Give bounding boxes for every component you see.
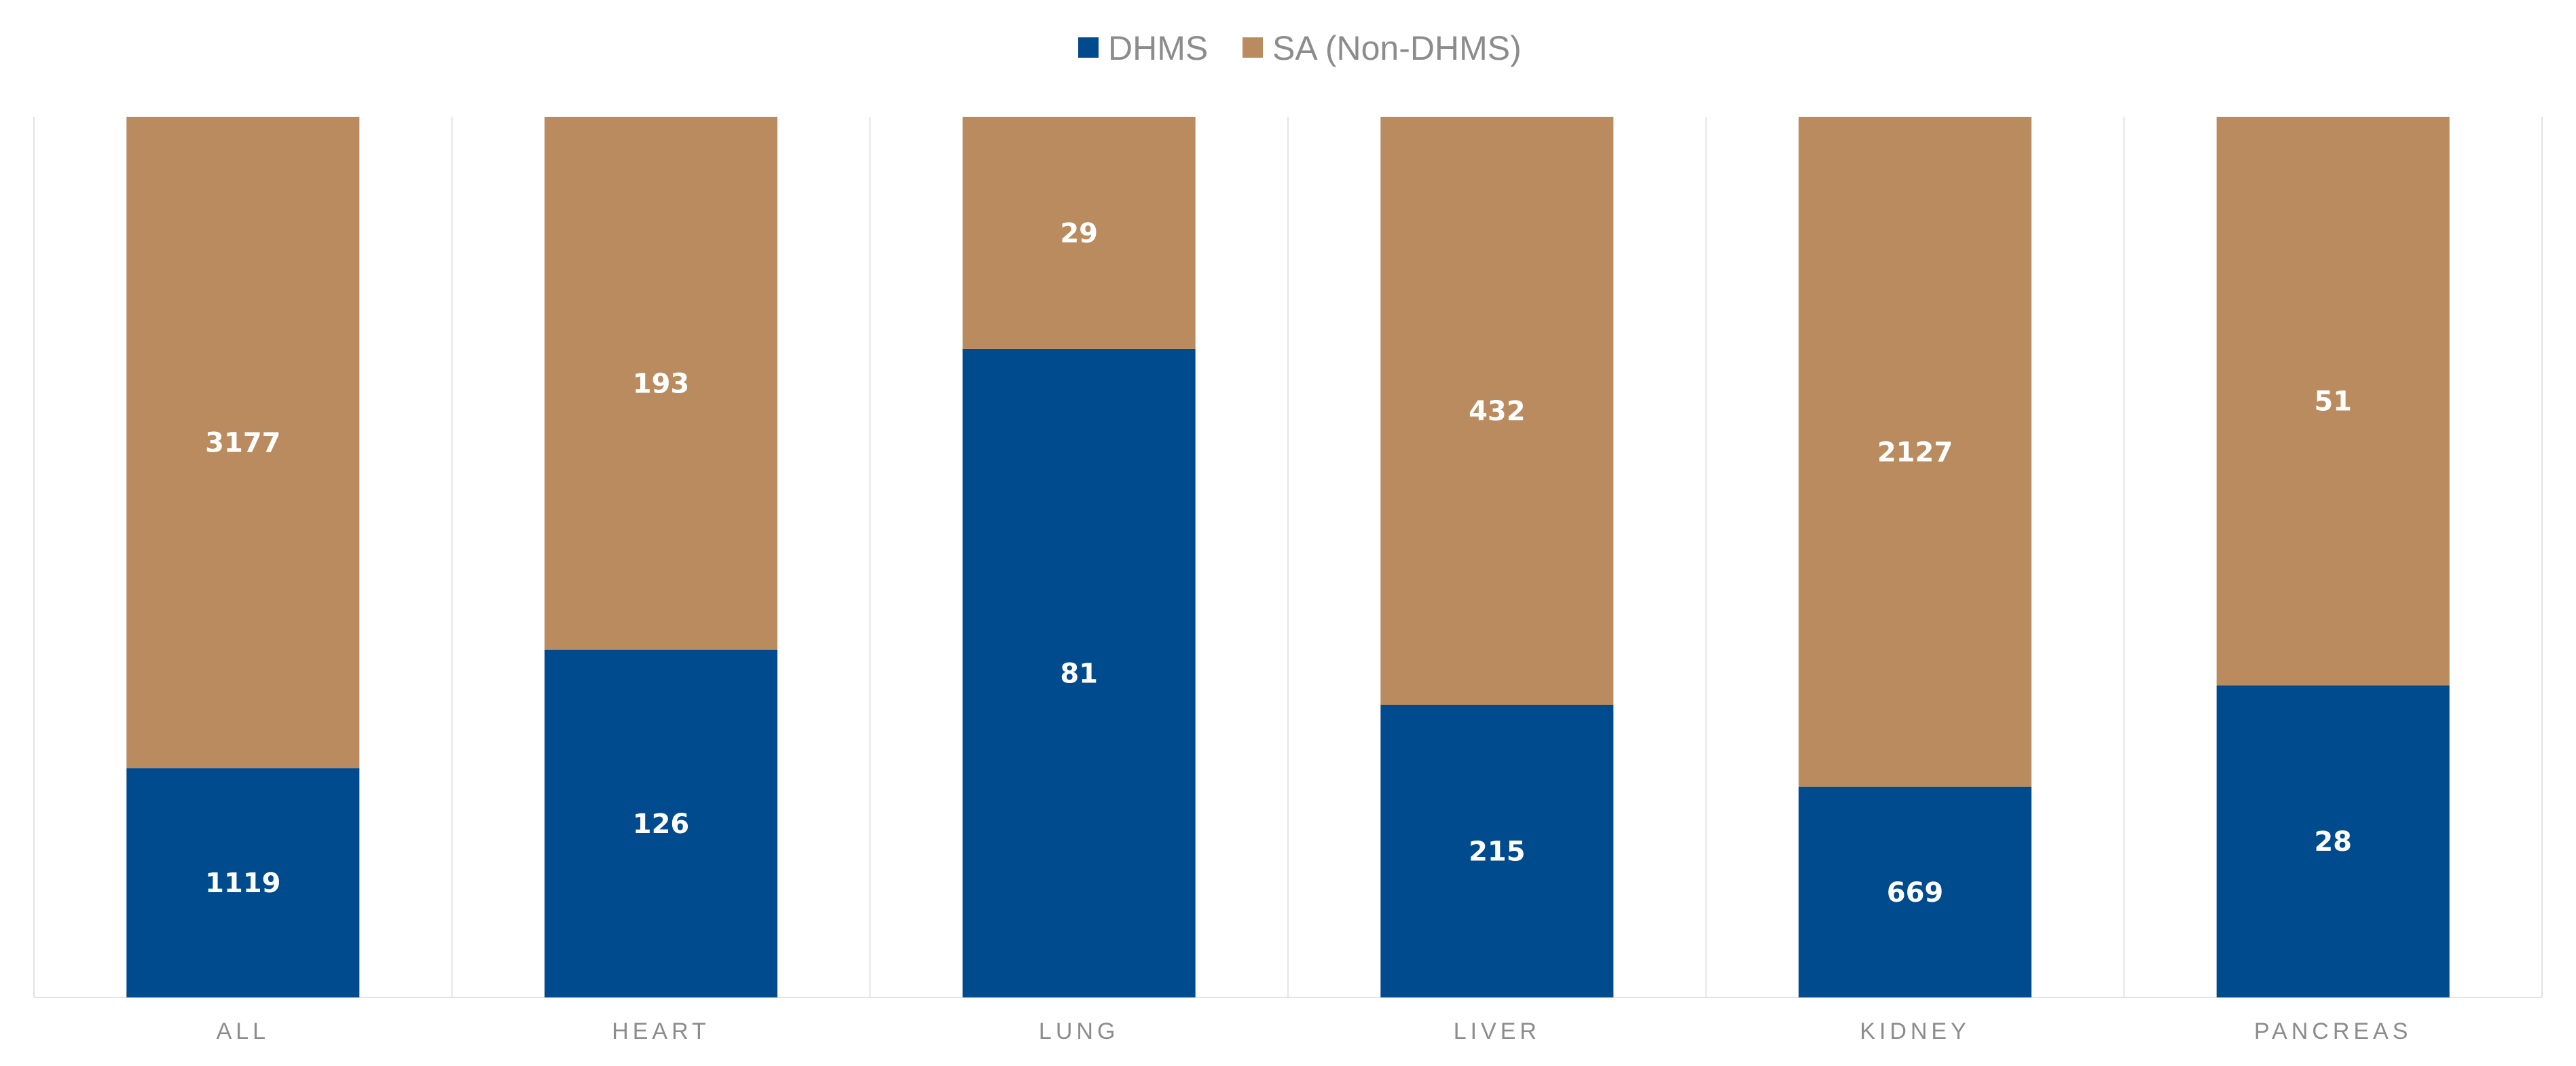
data-label-pancreas-dhms: 28	[2314, 826, 2352, 858]
category-label-liver: LIVER	[1454, 1018, 1541, 1044]
category-label-all: ALL	[217, 1018, 270, 1044]
legend-label-sa-non-dhms: SA (Non-DHMS)	[1272, 29, 1522, 67]
bar-lung-sa-non-dhms	[962, 117, 1196, 349]
data-label-liver-dhms: 215	[1469, 837, 1526, 868]
bar-heart-sa-non-dhms	[545, 117, 777, 650]
legend-swatch-dhms	[1078, 37, 1099, 58]
data-label-all-dhms: 1119	[205, 868, 280, 899]
bar-kidney-dhms	[1799, 786, 2031, 997]
category-label-heart: HEART	[612, 1018, 710, 1044]
bar-heart-dhms	[545, 649, 777, 997]
data-label-heart-dhms: 126	[633, 809, 690, 840]
category-label-lung: LUNG	[1039, 1018, 1119, 1044]
data-label-pancreas-sa-non-dhms: 51	[2314, 386, 2352, 418]
category-labels: ALL HEART LUNG LIVER KIDNEY PANCREAS	[217, 1018, 2412, 1044]
data-label-liver-sa-non-dhms: 432	[1469, 396, 1526, 427]
gridlines	[33, 117, 2543, 998]
data-labels: 1119 3177 126 193 81 29 215 432 669 2127 28 51	[205, 218, 2352, 908]
data-label-lung-sa-non-dhms: 29	[1060, 218, 1098, 249]
bar-lung-dhms	[962, 348, 1196, 997]
data-label-all-sa-non-dhms: 3177	[205, 428, 280, 459]
legend: DHMS SA (Non-DHMS)	[1078, 29, 1522, 67]
legend-swatch-sa-non-dhms	[1243, 37, 1263, 58]
legend-label-dhms: DHMS	[1108, 29, 1208, 67]
data-label-kidney-sa-non-dhms: 2127	[1877, 437, 1953, 468]
bar-liver-sa-non-dhms	[1380, 117, 1614, 705]
bar-kidney-sa-non-dhms	[1799, 117, 2031, 787]
data-label-lung-dhms: 81	[1060, 658, 1098, 689]
bars	[126, 117, 2450, 997]
category-label-kidney: KIDNEY	[1860, 1018, 1970, 1044]
bar-all-sa-non-dhms	[126, 117, 360, 769]
category-label-pancreas: PANCREAS	[2254, 1018, 2412, 1044]
bar-liver-dhms	[1380, 705, 1614, 997]
bar-all-dhms	[126, 768, 360, 997]
bar-pancreas-dhms	[2216, 685, 2450, 997]
data-label-heart-sa-non-dhms: 193	[633, 368, 690, 399]
bar-pancreas-sa-non-dhms	[2216, 117, 2450, 686]
data-label-kidney-dhms: 669	[1887, 877, 1944, 908]
